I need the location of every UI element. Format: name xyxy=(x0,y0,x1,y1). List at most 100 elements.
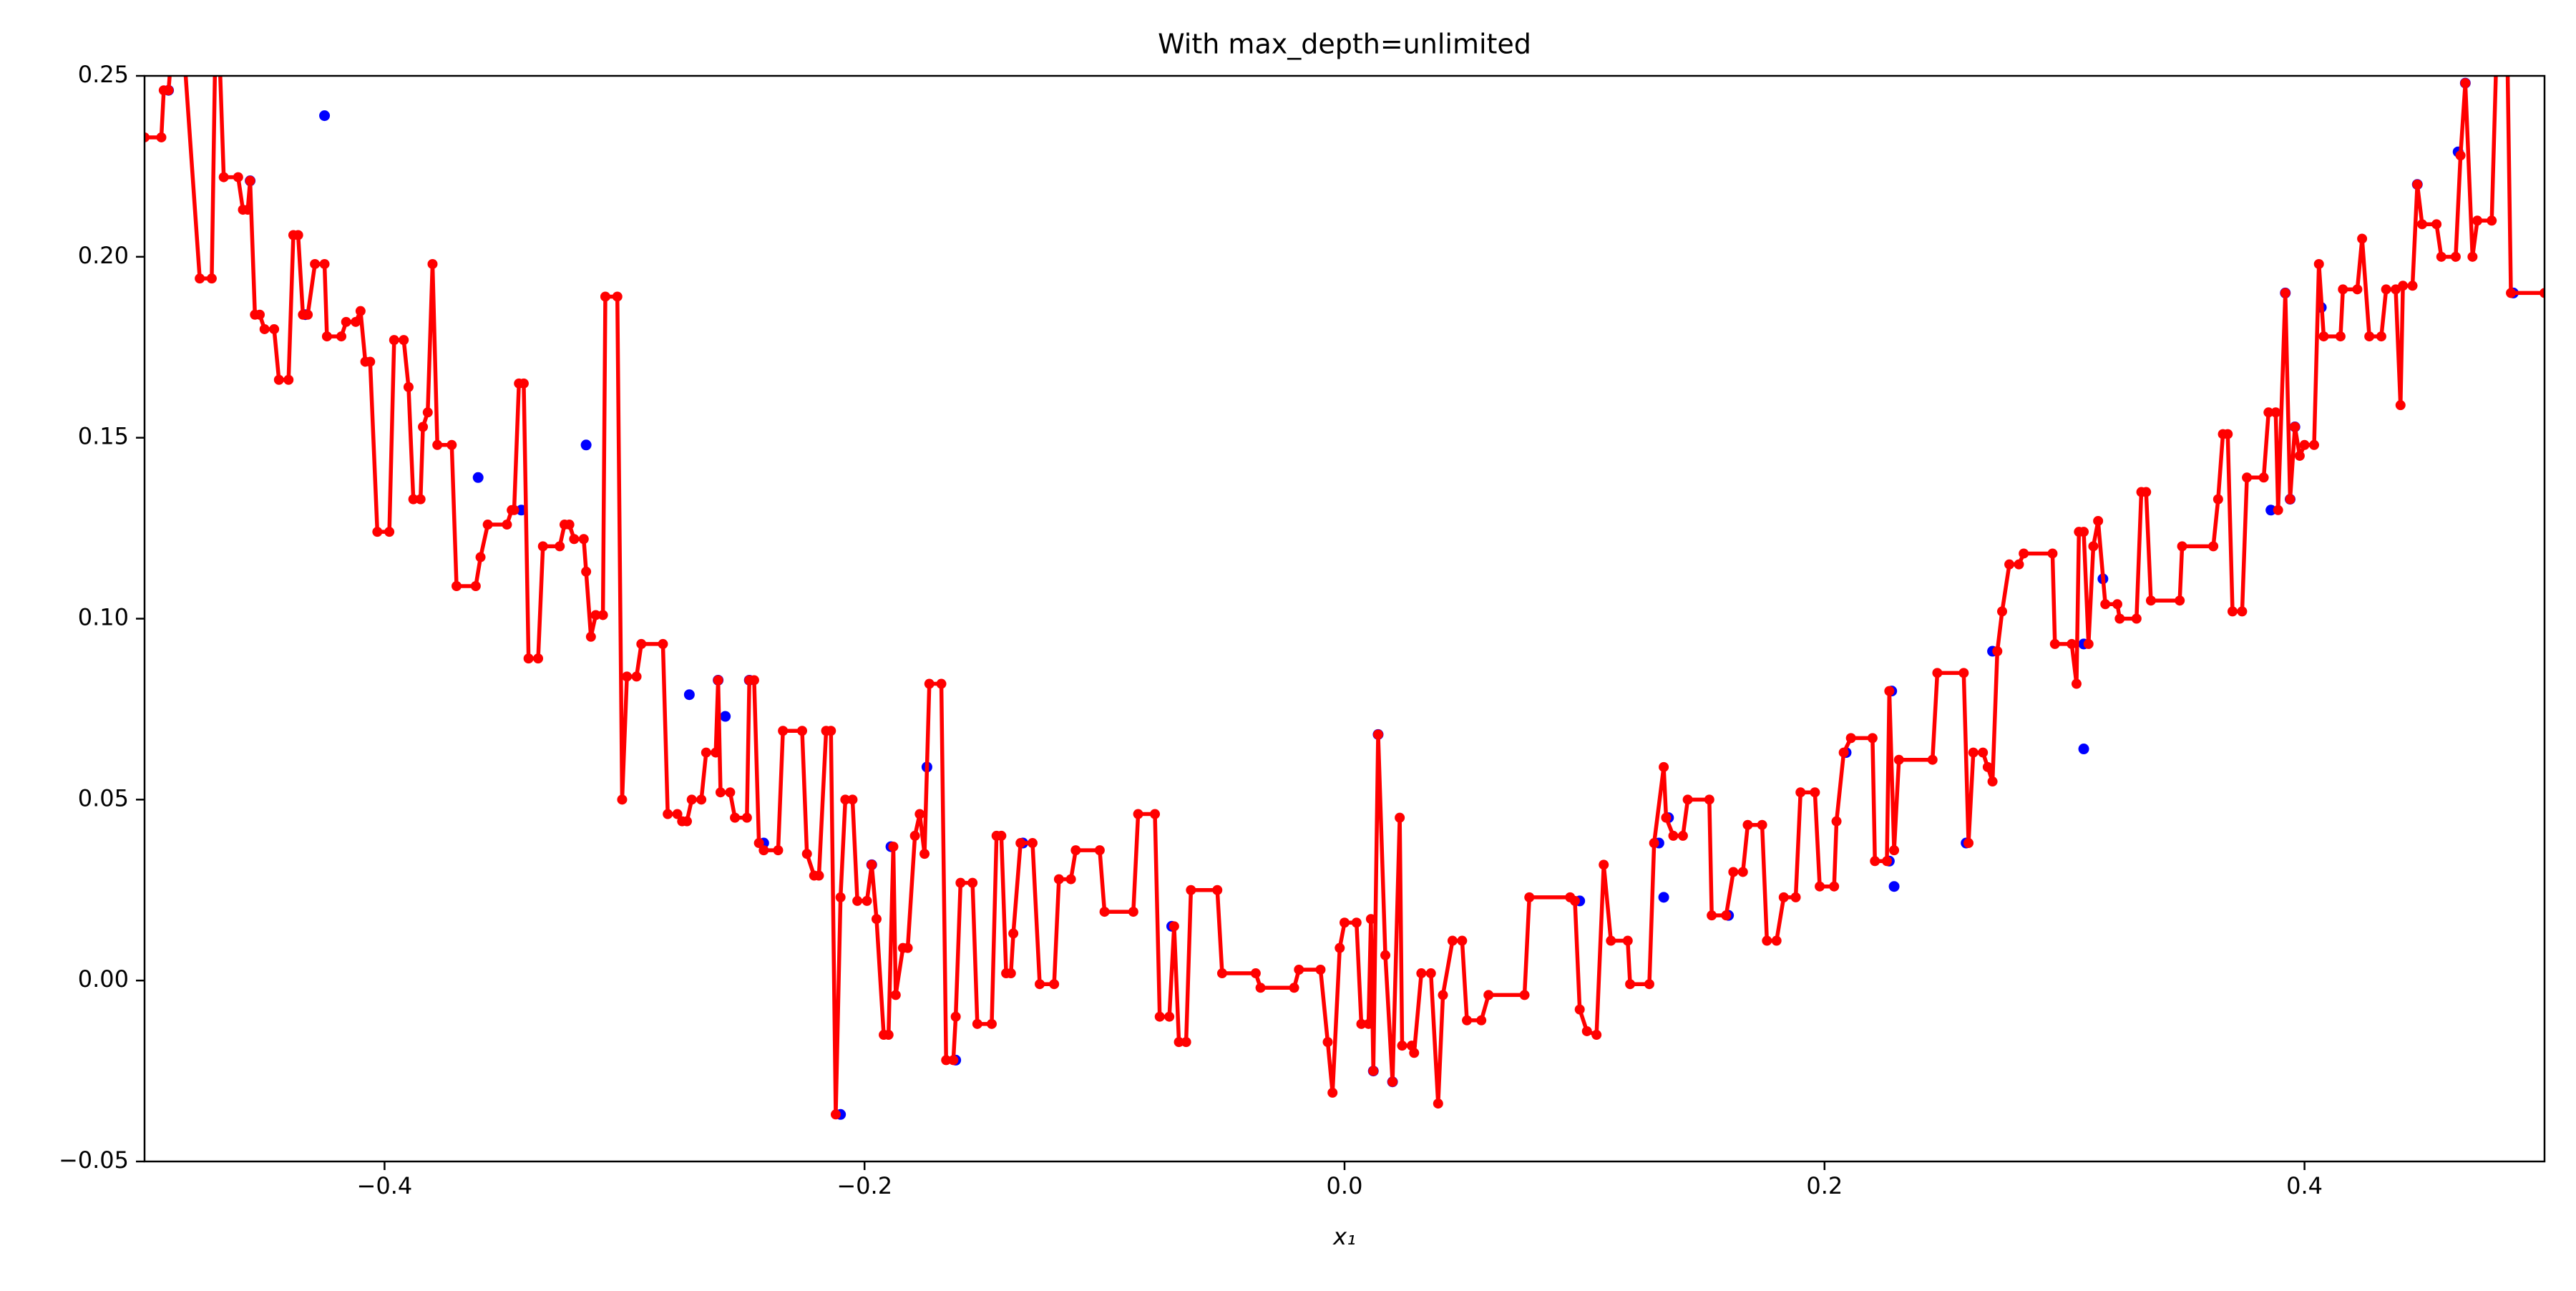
data-point xyxy=(447,439,457,450)
data-point xyxy=(1778,892,1789,902)
data-point xyxy=(1644,979,1654,990)
data-point xyxy=(2460,78,2471,89)
data-point xyxy=(1327,1087,1338,1098)
data-point xyxy=(1027,838,1038,849)
data-point xyxy=(1888,881,1900,892)
data-point xyxy=(418,422,429,432)
x-tick-label: 0.4 xyxy=(2286,1172,2323,1199)
data-point xyxy=(1649,838,1659,849)
plot-area xyxy=(145,76,2545,1120)
x-axis-label: x₁ xyxy=(1332,1223,1356,1250)
data-point xyxy=(2114,613,2125,624)
data-point xyxy=(1356,1018,1367,1029)
data-point xyxy=(683,689,695,701)
data-point xyxy=(336,331,347,342)
data-point xyxy=(156,132,167,142)
data-point xyxy=(2299,439,2310,450)
data-point xyxy=(1524,892,1535,902)
data-point xyxy=(1831,816,1842,827)
data-point xyxy=(1581,1026,1592,1036)
data-point xyxy=(2071,678,2082,689)
data-point xyxy=(2078,744,2089,755)
data-point xyxy=(1255,983,1266,993)
data-point xyxy=(2436,251,2446,262)
data-point xyxy=(1133,809,1143,819)
data-point xyxy=(867,859,877,870)
data-point xyxy=(2088,541,2099,552)
data-point xyxy=(372,527,383,537)
data-point xyxy=(1476,1015,1487,1026)
data-point xyxy=(206,273,217,284)
data-point xyxy=(2242,472,2253,483)
data-point xyxy=(1810,787,1820,798)
data-point xyxy=(502,520,512,530)
data-point xyxy=(2014,559,2024,570)
data-point xyxy=(1335,942,1345,953)
data-point xyxy=(597,610,608,620)
data-point xyxy=(758,845,769,856)
data-point xyxy=(555,541,565,552)
data-point xyxy=(986,1018,997,1029)
data-point xyxy=(2357,233,2368,244)
data-point xyxy=(218,172,229,182)
data-point xyxy=(269,323,280,334)
data-point xyxy=(590,610,601,620)
data-point xyxy=(1150,809,1161,819)
data-point xyxy=(1322,1037,1333,1048)
data-point xyxy=(243,205,253,215)
data-point xyxy=(1065,874,1076,885)
data-point xyxy=(622,671,633,682)
data-point xyxy=(384,527,395,537)
data-point xyxy=(2407,281,2418,291)
data-point xyxy=(909,830,920,841)
data-point xyxy=(1372,729,1383,740)
data-point xyxy=(682,816,693,827)
data-point xyxy=(1661,812,1672,823)
data-point xyxy=(319,110,331,122)
x-tick-label: 0.2 xyxy=(1806,1172,1843,1199)
data-point xyxy=(475,552,486,562)
data-point xyxy=(936,678,947,689)
data-point xyxy=(482,520,493,530)
data-point xyxy=(1457,935,1468,946)
data-point xyxy=(773,845,784,856)
y-tick-label: 0.00 xyxy=(78,965,129,993)
data-point xyxy=(2338,284,2348,295)
data-point xyxy=(1186,885,1196,895)
data-point xyxy=(1742,819,1753,830)
data-point xyxy=(730,812,741,823)
data-point xyxy=(1927,754,1938,765)
data-point xyxy=(2145,595,2156,606)
data-point xyxy=(1790,892,1801,902)
x-tick-label: 0.0 xyxy=(1327,1172,1363,1199)
data-point xyxy=(2309,439,2320,450)
data-point xyxy=(1882,856,1893,867)
data-point xyxy=(801,849,812,859)
data-point xyxy=(2280,288,2290,298)
data-point xyxy=(1005,968,1016,979)
data-point xyxy=(1015,838,1026,849)
data-point xyxy=(2506,288,2517,298)
data-point xyxy=(310,258,321,269)
data-point xyxy=(1008,928,1019,939)
data-point xyxy=(1757,819,1767,830)
data-point xyxy=(1606,935,1616,946)
data-point xyxy=(1721,910,1732,921)
data-point xyxy=(748,675,759,686)
data-point xyxy=(1395,812,1405,823)
data-point xyxy=(2004,559,2015,570)
data-point xyxy=(2083,638,2094,649)
data-point xyxy=(2227,606,2238,617)
data-point xyxy=(1409,1048,1420,1058)
data-point xyxy=(2175,595,2185,606)
data-point xyxy=(1958,668,1969,678)
data-point xyxy=(427,258,438,269)
data-point xyxy=(259,323,270,334)
data-point xyxy=(1574,1004,1585,1015)
data-point xyxy=(948,1055,959,1066)
data-point xyxy=(890,990,901,1000)
data-point xyxy=(1815,881,1825,892)
data-point xyxy=(470,580,481,591)
